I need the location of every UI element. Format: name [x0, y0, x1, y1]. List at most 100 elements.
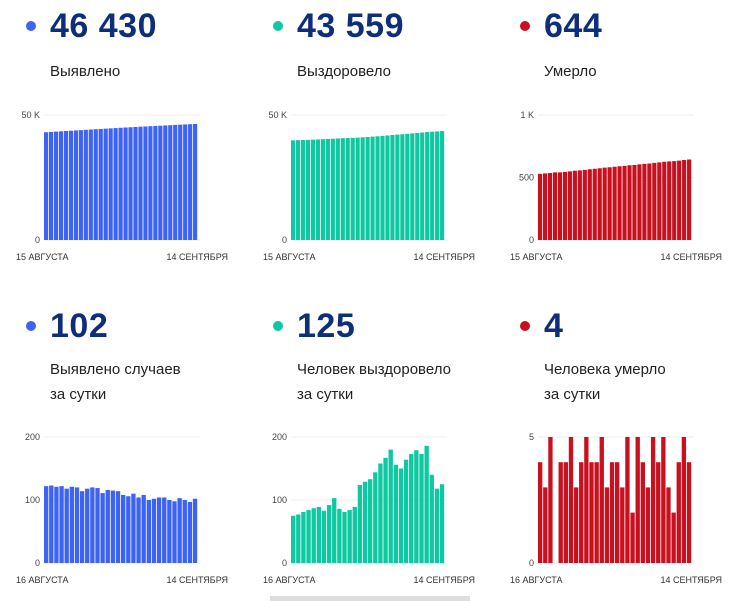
bar[interactable] — [108, 128, 113, 240]
bar[interactable] — [430, 131, 435, 240]
bar[interactable] — [637, 164, 642, 240]
bar[interactable] — [612, 166, 617, 240]
bar[interactable] — [296, 514, 301, 563]
bar[interactable] — [291, 515, 296, 563]
bar[interactable] — [393, 464, 398, 563]
bar[interactable] — [79, 491, 85, 563]
bar[interactable] — [373, 472, 378, 563]
bar[interactable] — [676, 462, 681, 563]
bar[interactable] — [607, 167, 612, 240]
bar[interactable] — [579, 462, 584, 563]
bar[interactable] — [424, 445, 429, 563]
bar[interactable] — [121, 494, 126, 563]
bar[interactable] — [378, 463, 383, 563]
bar[interactable] — [647, 163, 652, 241]
bar[interactable] — [148, 126, 153, 240]
bar[interactable] — [95, 488, 100, 563]
bar[interactable] — [73, 130, 78, 240]
bar[interactable] — [558, 462, 563, 563]
bar[interactable] — [90, 487, 95, 563]
bar[interactable] — [178, 124, 183, 240]
bar[interactable] — [68, 130, 74, 240]
bar[interactable] — [557, 172, 563, 240]
bar[interactable] — [310, 139, 316, 240]
bar[interactable] — [370, 136, 375, 240]
bar[interactable] — [64, 488, 69, 563]
bar[interactable] — [567, 171, 572, 240]
bar[interactable] — [335, 138, 340, 240]
bar[interactable] — [360, 137, 365, 240]
bar[interactable] — [642, 163, 647, 240]
bar[interactable] — [53, 131, 59, 240]
bar[interactable] — [568, 437, 574, 563]
bar[interactable] — [345, 138, 350, 240]
bar[interactable] — [627, 165, 632, 240]
bar[interactable] — [183, 124, 188, 240]
bar[interactable] — [617, 166, 622, 240]
bar[interactable] — [131, 493, 136, 563]
bar[interactable] — [141, 494, 146, 563]
bar[interactable] — [177, 498, 182, 563]
bar[interactable] — [542, 173, 548, 240]
bar[interactable] — [429, 474, 434, 563]
bar[interactable] — [677, 160, 682, 240]
bar[interactable] — [320, 139, 325, 240]
bar[interactable] — [78, 130, 83, 240]
bar[interactable] — [115, 491, 121, 563]
bar[interactable] — [162, 497, 167, 563]
bar[interactable] — [44, 486, 49, 563]
bar[interactable] — [158, 125, 163, 240]
bar[interactable] — [615, 462, 620, 563]
bar[interactable] — [355, 137, 360, 240]
bar[interactable] — [630, 512, 635, 563]
bar[interactable] — [88, 129, 93, 240]
bar[interactable] — [622, 165, 627, 240]
bar[interactable] — [172, 501, 177, 563]
bar[interactable] — [587, 169, 592, 240]
bar[interactable] — [136, 497, 141, 563]
bar[interactable] — [93, 129, 98, 240]
bar[interactable] — [594, 462, 599, 563]
bar[interactable] — [103, 128, 108, 240]
bar[interactable] — [552, 172, 558, 240]
bar[interactable] — [419, 454, 424, 563]
bar[interactable] — [85, 488, 90, 563]
bar[interactable] — [187, 501, 193, 563]
bar[interactable] — [577, 170, 582, 240]
bar[interactable] — [315, 139, 321, 240]
bar[interactable] — [167, 500, 172, 563]
bar[interactable] — [410, 133, 415, 240]
bar[interactable] — [671, 512, 676, 563]
bar[interactable] — [547, 173, 553, 240]
bar[interactable] — [687, 159, 692, 241]
bar[interactable] — [657, 162, 662, 240]
bar[interactable] — [625, 437, 630, 563]
bar[interactable] — [435, 131, 440, 240]
bar[interactable] — [597, 168, 602, 240]
bar[interactable] — [347, 510, 352, 563]
bar[interactable] — [635, 437, 640, 563]
bar[interactable] — [652, 162, 657, 240]
bar[interactable] — [400, 134, 405, 240]
bar[interactable] — [342, 511, 347, 563]
bar[interactable] — [632, 165, 637, 240]
bar[interactable] — [301, 511, 306, 563]
bar[interactable] — [325, 138, 330, 240]
bar[interactable] — [350, 137, 355, 240]
bar[interactable] — [589, 462, 594, 563]
bar[interactable] — [599, 437, 604, 563]
bar[interactable] — [662, 161, 667, 240]
bar[interactable] — [572, 170, 577, 240]
bar[interactable] — [69, 486, 74, 563]
bar[interactable] — [365, 136, 370, 240]
bar[interactable] — [330, 138, 335, 240]
bar[interactable] — [126, 496, 131, 563]
bar[interactable] — [133, 126, 138, 240]
bar[interactable] — [385, 135, 390, 240]
bar[interactable] — [316, 506, 321, 563]
bar[interactable] — [48, 131, 54, 240]
bar[interactable] — [188, 124, 193, 240]
bar[interactable] — [151, 498, 157, 563]
bar[interactable] — [562, 171, 568, 240]
bar[interactable] — [403, 459, 409, 563]
